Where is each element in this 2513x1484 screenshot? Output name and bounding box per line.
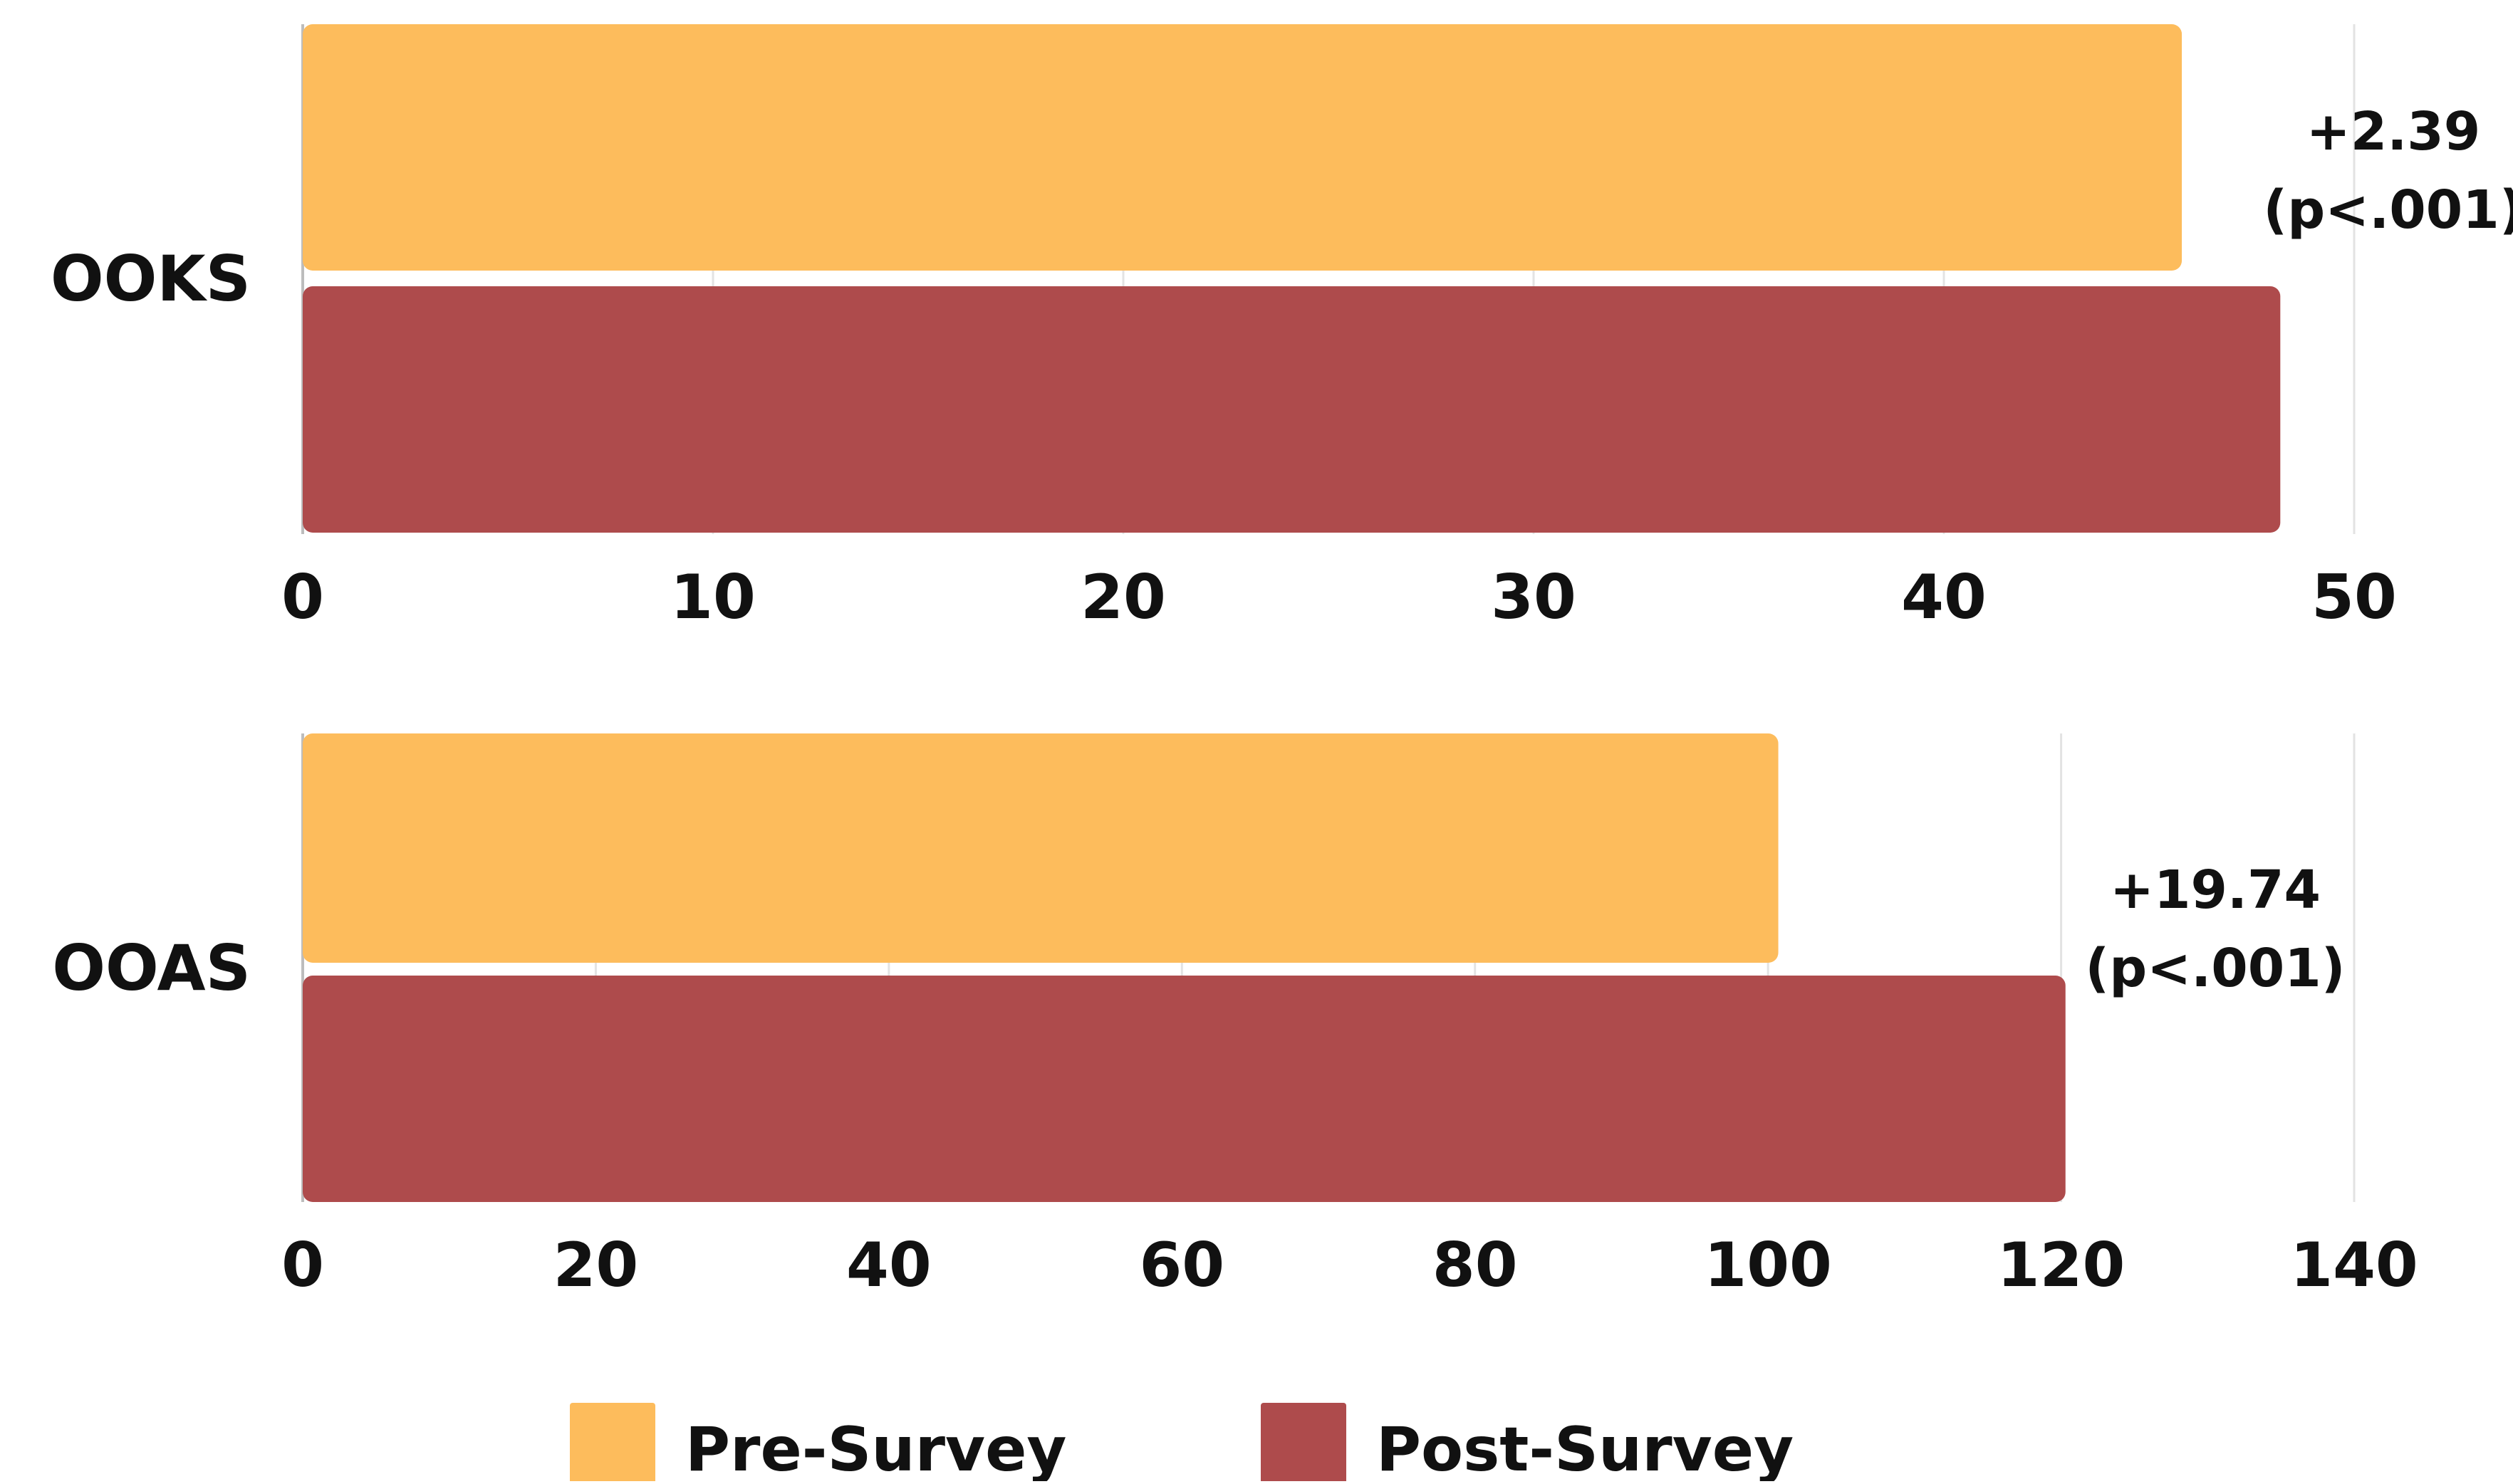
legend-swatch-post <box>1261 1403 1346 1481</box>
tick-label: 10 <box>670 562 756 633</box>
tick-label: 40 <box>846 1230 932 1301</box>
annotation-change: +2.39 <box>2306 101 2481 162</box>
tick-label: 20 <box>553 1230 639 1301</box>
bar-post-survey <box>303 976 2066 1202</box>
tick-label: 50 <box>2311 562 2397 633</box>
category-label: OOAS <box>52 931 251 1005</box>
annotation-pvalue: (p<.001) <box>2085 938 2345 999</box>
tick-label: 30 <box>1491 562 1576 633</box>
bar-post-survey <box>303 286 2281 533</box>
tick-label: 140 <box>2290 1230 2418 1301</box>
annotation-pvalue: (p<.001) <box>2263 179 2513 241</box>
tick-label: 0 <box>281 1230 324 1301</box>
bar-pre-survey <box>303 733 1779 963</box>
legend-swatch-pre <box>570 1403 655 1481</box>
tick-label: 80 <box>1432 1230 1518 1301</box>
legend: Pre-Survey Post-Survey <box>0 1401 2513 1481</box>
legend-label-pre: Pre-Survey <box>685 1414 1067 1481</box>
tick-label: 40 <box>1901 562 1987 633</box>
tick-label: 0 <box>281 562 324 633</box>
category-label: OOKS <box>51 242 251 315</box>
chart-panel-ooas: OOAS 0 20 40 60 80 100 120 140 +19.74 (p<.001) <box>52 733 2418 1301</box>
tick-label: 120 <box>1997 1230 2126 1301</box>
bar-pre-survey <box>303 24 2182 271</box>
chart-panel-ooks: OOKS 0 10 20 30 40 50 +2.39 (p<.001) <box>51 24 2513 633</box>
tick-label: 60 <box>1139 1230 1224 1301</box>
tick-label: 100 <box>1704 1230 1832 1301</box>
legend-label-post: Post-Survey <box>1376 1414 1794 1481</box>
tick-label: 20 <box>1081 562 1166 633</box>
annotation-change: +19.74 <box>2110 859 2321 921</box>
